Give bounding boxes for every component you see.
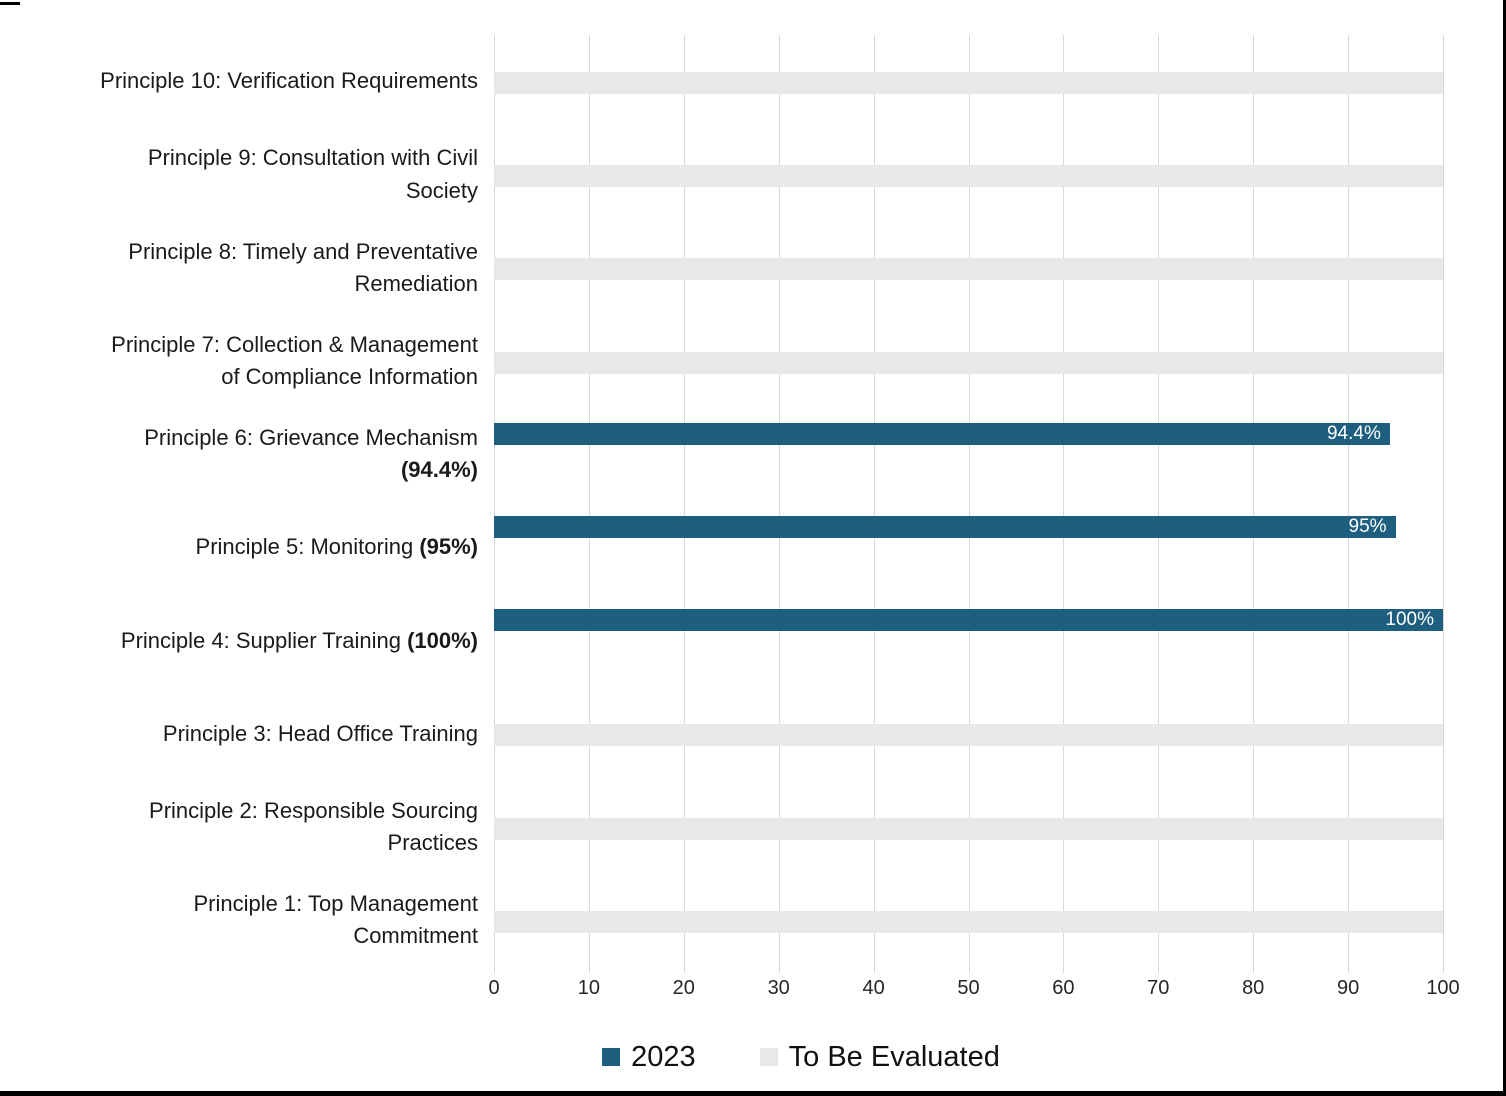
bar-to-be-evaluated-principle-8 <box>494 258 1443 281</box>
legend-swatch-2023 <box>602 1048 621 1066</box>
gridline-x-40 <box>873 35 875 973</box>
category-label-8: Principle 8: Timely and Preventative Reme… <box>128 238 478 296</box>
page-border-top-left-mark <box>0 2 20 5</box>
bar-to-be-evaluated-principle-7 <box>494 351 1443 374</box>
legend: 2023 To Be Evaluated <box>48 1035 1506 1079</box>
bar-to-be-evaluated-principle-2 <box>494 817 1443 840</box>
bar-to-be-evaluated-principle-10 <box>494 72 1443 94</box>
gridline-x-50 <box>968 35 970 973</box>
page-border-right <box>1503 0 1506 1096</box>
x-tick-label-80: 80 <box>1242 977 1265 999</box>
gridline-x-80 <box>1253 35 1255 973</box>
x-tick-label-60: 60 <box>1052 977 1075 999</box>
category-label-1: Principle 1: Top Management Commitment <box>193 891 478 949</box>
bar-value-label: 100% <box>1385 609 1434 631</box>
gridline-x-100 <box>1443 35 1444 973</box>
category-label-9: Principle 9: Consultation with Civil Soci… <box>147 145 478 203</box>
x-axis: 0 10 20 30 40 50 60 70 80 90 100 <box>488 977 1459 1005</box>
category-label-10: Principle 10: Verification Requirements <box>100 68 478 94</box>
gridline-x-0 <box>494 35 495 973</box>
gridline-x-90 <box>1348 35 1350 973</box>
category-label-3: Principle 3: Head Office Training <box>162 720 478 746</box>
gridline-x-60 <box>1063 35 1065 973</box>
gridline-x-70 <box>1158 35 1160 973</box>
gridline-x-20 <box>683 35 685 973</box>
x-tick-label-0: 0 <box>488 977 500 999</box>
bar-value-label: 95% <box>1348 516 1387 537</box>
bar-value-label: 94.4% <box>1326 422 1381 444</box>
bar-2023-principle-5: 95% <box>494 516 1396 538</box>
bar-2023-principle-4: 100% <box>494 609 1443 632</box>
category-label-6: Principle 6: Grievance Mechanism (94.4%) <box>144 425 478 483</box>
legend-label-to-be-evaluated: To Be Evaluated <box>788 1040 1000 1073</box>
x-tick-label-40: 40 <box>862 977 885 999</box>
legend-item-2023: 2023 <box>602 1041 696 1074</box>
category-label-4: Principle 4: Supplier Training (100%) <box>120 627 478 653</box>
x-tick-label-30: 30 <box>767 977 790 999</box>
category-label-2: Principle 2: Responsible Sourcing Practic… <box>149 797 478 856</box>
gridline-x-30 <box>778 35 780 973</box>
bar-to-be-evaluated-principle-1 <box>494 910 1443 933</box>
bar-2023-principle-6: 94.4% <box>494 422 1390 445</box>
x-tick-label-20: 20 <box>672 977 695 999</box>
x-tick-label-70: 70 <box>1147 977 1170 999</box>
page-border-bottom <box>0 1091 1506 1096</box>
bar-to-be-evaluated-principle-3 <box>494 724 1443 747</box>
x-tick-label-10: 10 <box>577 977 601 999</box>
category-label-5: Principle 5: Monitoring (95%) <box>195 534 478 560</box>
plot-area: 94.4% 95% 100% <box>494 35 1444 973</box>
x-tick-label-50: 50 <box>957 977 980 999</box>
x-tick-label-90: 90 <box>1336 977 1360 999</box>
legend-swatch-to-be-evaluated <box>759 1048 778 1066</box>
category-label-7: Principle 7: Collection & Management of C… <box>111 331 478 390</box>
x-tick-label-100: 100 <box>1426 977 1460 999</box>
gridline-x-10 <box>588 35 590 973</box>
category-labels: Principle 10: Verification Requirements P… <box>0 35 478 967</box>
legend-label-2023: 2023 <box>631 1040 696 1073</box>
legend-item-to-be-evaluated: To Be Evaluated <box>759 1040 1000 1074</box>
bar-to-be-evaluated-principle-9 <box>494 165 1443 188</box>
